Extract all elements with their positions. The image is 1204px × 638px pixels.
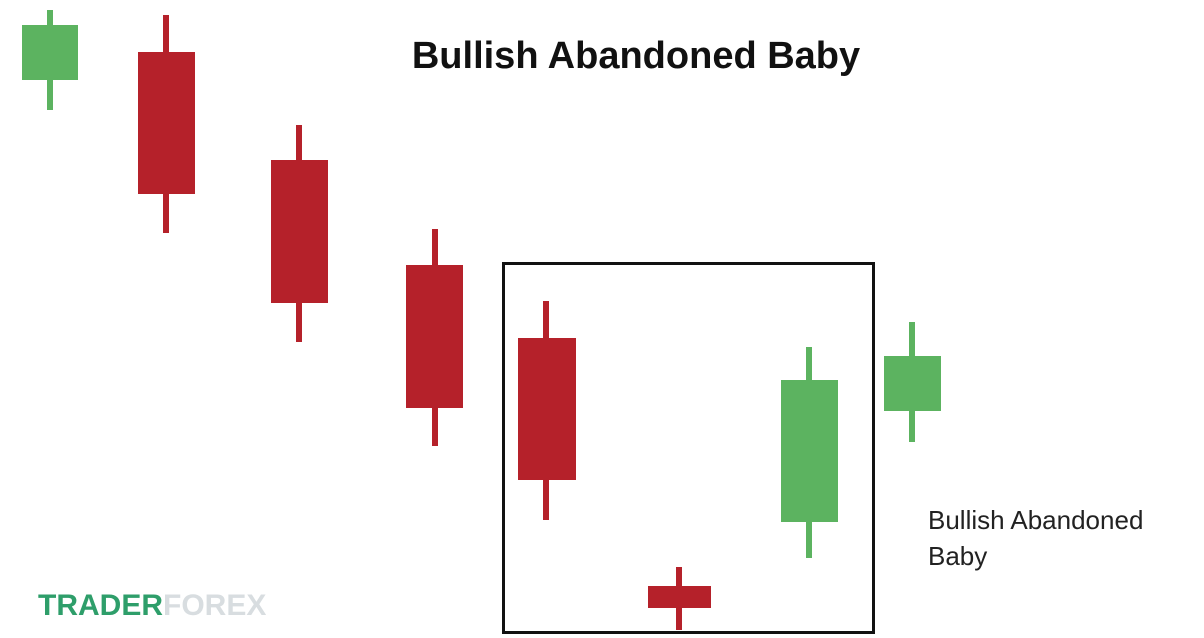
logo-part: TRADER [38,589,163,622]
body [271,160,328,303]
candle-red [271,125,328,342]
body [406,265,463,408]
annotation-line: Bullish Abandoned [928,505,1143,535]
candle-green [884,322,941,442]
candle-red [138,15,195,233]
logo: TRADERFOREX [38,589,266,622]
pattern-box [502,262,875,634]
body [884,356,941,411]
candle-red [518,301,576,520]
candle-green [781,347,838,558]
title: Bullish Abandoned Baby [412,35,860,77]
body [648,586,711,608]
logo-part: FOREX [163,589,266,622]
candle-red [406,229,463,446]
candle-red-baby [648,567,711,630]
body [22,25,78,80]
candles [22,10,941,630]
body [518,338,576,480]
body [138,52,195,194]
annotation-line: Baby [928,541,987,571]
candle-green [22,10,78,110]
body [781,380,838,522]
